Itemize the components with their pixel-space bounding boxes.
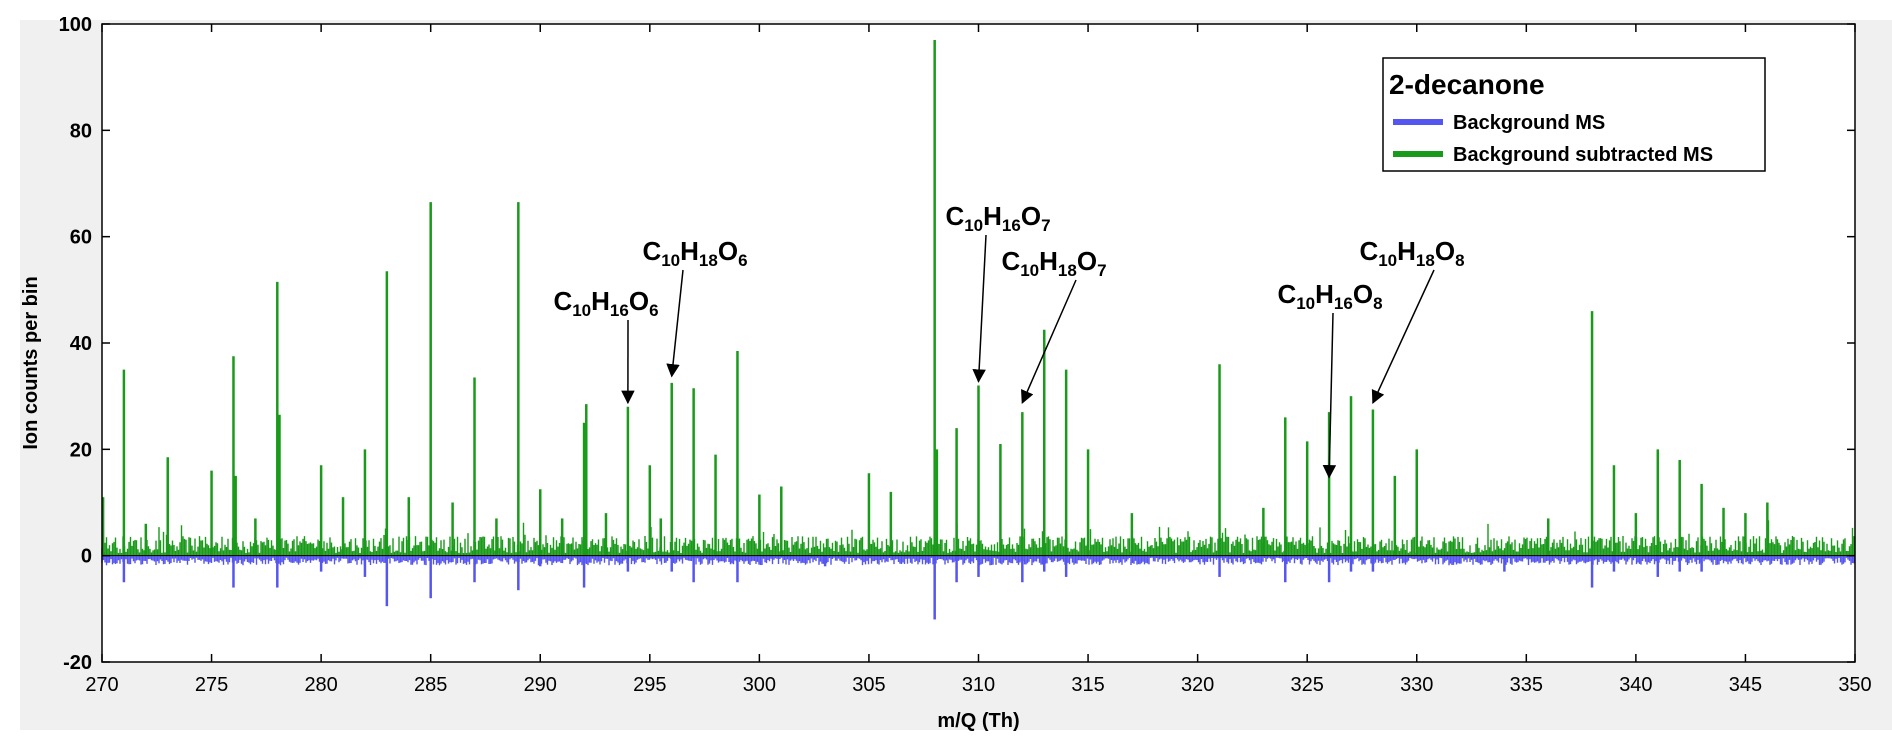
x-tick-label: 305 <box>852 674 885 696</box>
x-tick-label: 335 <box>1510 674 1543 696</box>
legend: 2-decanone Background MS Background subtra… <box>1383 58 1765 171</box>
x-tick-label: 320 <box>1181 674 1214 696</box>
x-tick-label: 330 <box>1400 674 1433 696</box>
legend-entry: Background subtracted MS <box>1453 144 1713 166</box>
x-tick-label: 325 <box>1291 674 1324 696</box>
y-tick-label: 20 <box>70 439 92 461</box>
x-tick-label: 275 <box>195 674 228 696</box>
x-tick-label: 310 <box>962 674 995 696</box>
y-tick-label: 0 <box>81 546 92 568</box>
x-tick-label: 285 <box>414 674 447 696</box>
y-tick-label: 60 <box>70 227 92 249</box>
formula-label: C10H16O7 <box>945 201 1050 235</box>
legend-entry: Background MS <box>1453 112 1605 134</box>
y-tick-label: 100 <box>59 14 92 36</box>
x-tick-label: 315 <box>1071 674 1104 696</box>
y-tick-label: -20 <box>63 652 92 674</box>
x-tick-label: 300 <box>743 674 776 696</box>
y-tick-label: 40 <box>70 333 92 355</box>
x-axis-label: m/Q (Th) <box>937 710 1019 732</box>
formula-label: C10H16O8 <box>1277 279 1382 313</box>
x-tick-label: 340 <box>1619 674 1652 696</box>
legend-title: 2-decanone <box>1389 69 1545 100</box>
formula-label: C10H18O6 <box>642 236 747 270</box>
y-axis-label: Ion counts per bin <box>20 276 42 449</box>
y-tick-label: 80 <box>70 120 92 142</box>
formula-label: C10H16O6 <box>553 286 658 320</box>
x-tick-label: 270 <box>85 674 118 696</box>
x-tick-label: 345 <box>1729 674 1762 696</box>
formula-label: C10H18O7 <box>1001 246 1106 280</box>
formula-label: C10H18O8 <box>1359 236 1464 270</box>
x-tick-label: 295 <box>633 674 666 696</box>
x-tick-label: 290 <box>524 674 557 696</box>
x-tick-label: 280 <box>304 674 337 696</box>
x-tick-label: 350 <box>1838 674 1871 696</box>
